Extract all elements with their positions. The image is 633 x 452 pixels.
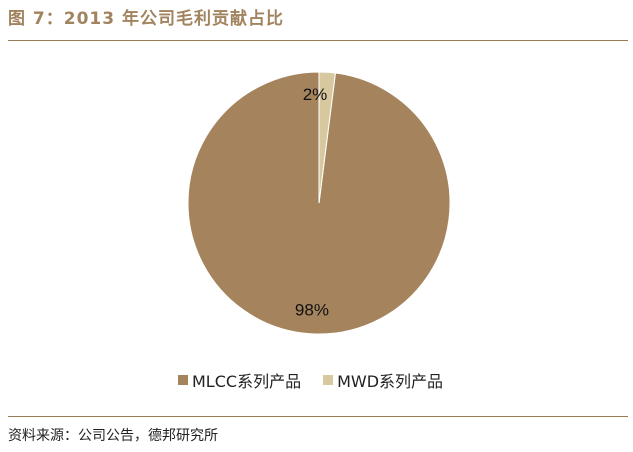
figure-title: 图 7：2013 年公司毛利贡献占比 <box>8 9 284 29</box>
data-label-mwd: 2% <box>303 85 328 104</box>
source-note: 资料来源：公司公告，德邦研究所 <box>8 428 218 444</box>
pie-slice-mwd <box>318 71 336 204</box>
legend-item-mlcc: MLCC系列产品 <box>178 368 301 392</box>
chart-legend: MLCC系列产品 MWD系列产品 <box>178 368 465 392</box>
legend-swatch-mwd <box>323 375 334 385</box>
title-rule <box>8 40 628 41</box>
source-rule <box>8 416 628 417</box>
legend-label-mlcc: MLCC系列产品 <box>192 372 302 391</box>
legend-swatch-mlcc <box>178 375 188 385</box>
legend-label-mwd: MWD系列产品 <box>337 372 444 391</box>
data-label-mlcc: 98% <box>295 300 329 319</box>
legend-item-mwd: MWD系列产品 <box>323 368 443 392</box>
